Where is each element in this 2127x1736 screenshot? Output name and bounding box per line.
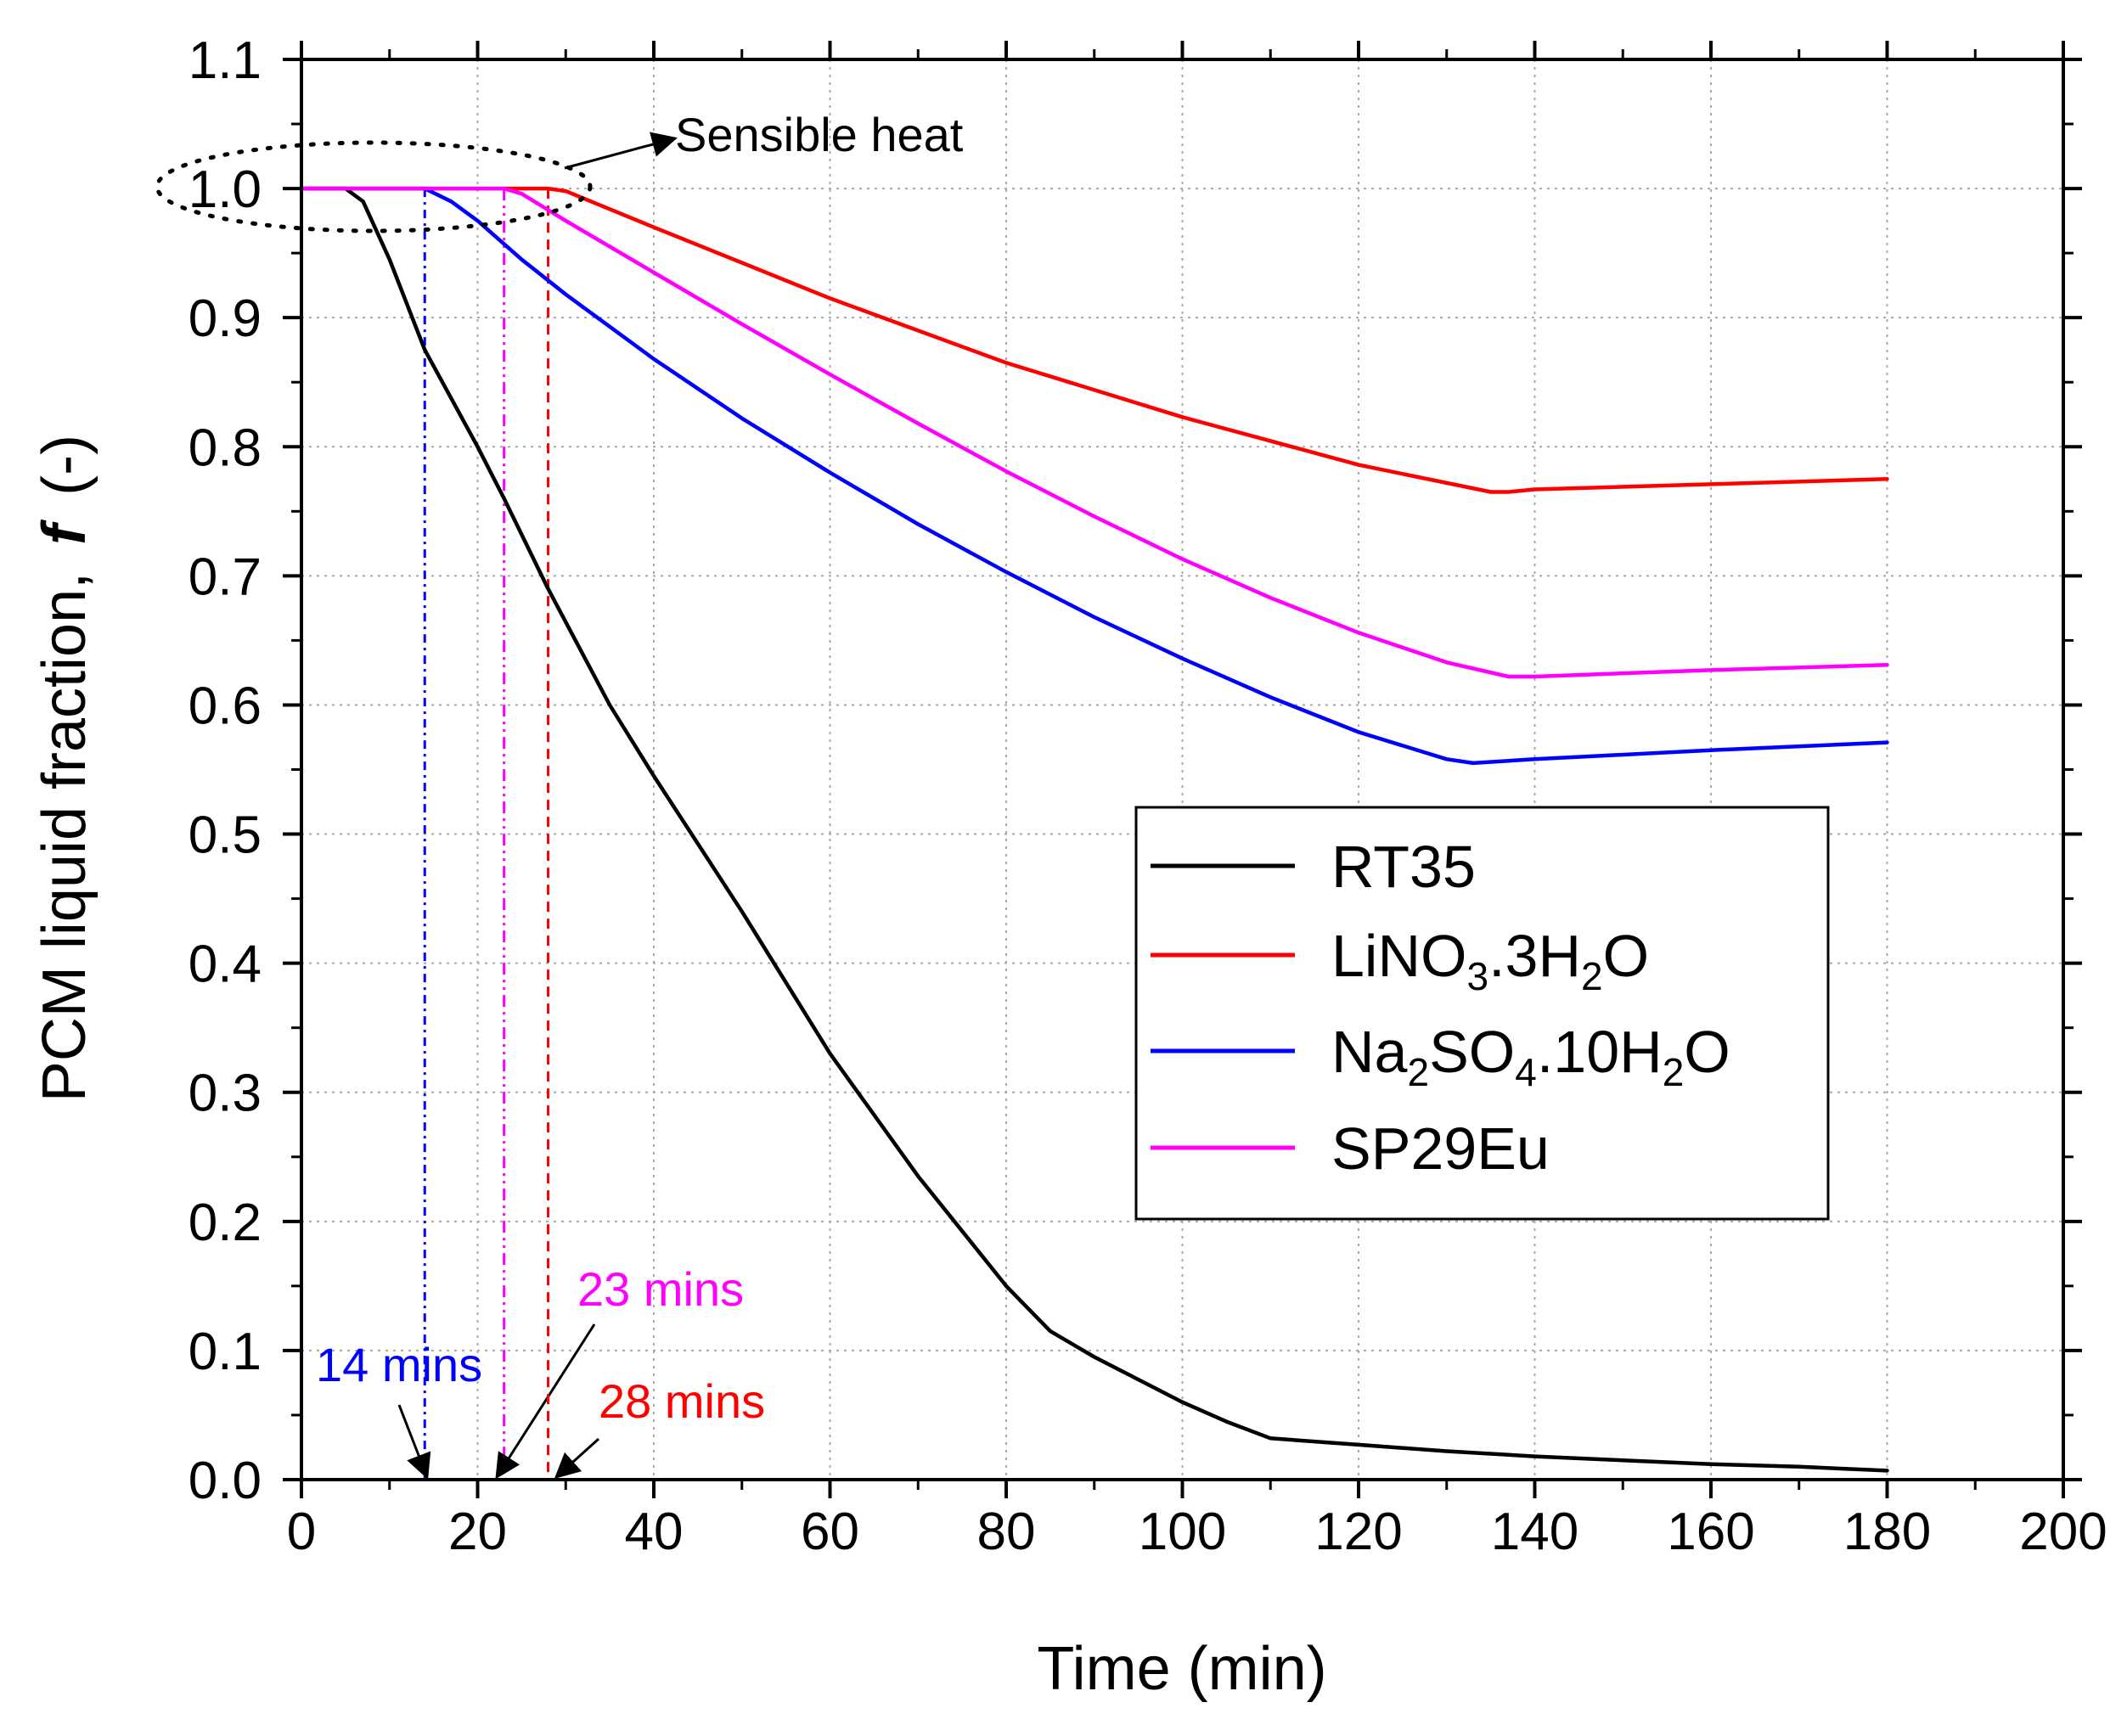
y-tick-label: 0.3 — [189, 1065, 262, 1123]
y-tick-label: 0.9 — [189, 289, 262, 348]
legend-label-part: 2 — [1407, 1050, 1429, 1094]
series-lines — [299, 186, 1889, 1473]
axis-ticks — [283, 41, 2082, 1498]
y-tick-label: 1.1 — [189, 31, 262, 90]
y-axis-title-unit: (-) — [31, 435, 98, 496]
y-axis-title-main: PCM liquid fraction, — [31, 572, 98, 1102]
series-line-Na2SO4.10H2O — [299, 186, 1889, 766]
legend-label-part: Na — [1331, 1019, 1408, 1085]
legend-label-part: .3H — [1488, 923, 1581, 989]
y-tick-label: 0.7 — [189, 548, 262, 606]
y-tick-label: 0.4 — [189, 935, 262, 994]
sensible-heat-ellipse — [155, 140, 593, 233]
y-tick-label: 0.5 — [189, 806, 262, 865]
series-line-SP29Eu — [299, 186, 1889, 679]
legend-label-part: 4 — [1515, 1050, 1537, 1094]
x-tick-label: 120 — [1314, 1503, 1402, 1561]
legend-label: Na2SO4.10H2O — [1331, 1019, 1730, 1094]
y-tick-label: 0.0 — [189, 1452, 262, 1510]
y-tick-label: 0.8 — [189, 419, 262, 477]
x-tick-label: 20 — [448, 1503, 507, 1561]
legend-label-part: O — [1603, 923, 1649, 989]
onset-marker-label: 23 mins — [577, 1262, 744, 1316]
y-tick-label: 1.0 — [189, 160, 262, 219]
legend-label-part: SO — [1429, 1019, 1515, 1085]
y-tick-labels: 0.0 0.1 0.2 0.3 0.4 0.5 0.6 0.7 0.8 0.9 1.0 1.1 — [189, 31, 262, 1510]
x-tick-label: 80 — [977, 1503, 1036, 1561]
legend-label-part: 2 — [1663, 1050, 1685, 1094]
legend-label-part: .10H — [1537, 1019, 1663, 1085]
x-tick-label: 180 — [1843, 1503, 1931, 1561]
legend-label-part: LiNO — [1331, 923, 1466, 989]
y-axis-title-symbol: f — [31, 520, 98, 545]
legend-label: SP29Eu — [1331, 1115, 1550, 1182]
x-tick-label: 140 — [1491, 1503, 1578, 1561]
legend-label-part: 2 — [1581, 954, 1603, 998]
x-tick-label: 100 — [1139, 1503, 1226, 1561]
series-line-RT35 — [299, 186, 1889, 1473]
x-axis-title: Time (min) — [1037, 1635, 1326, 1703]
legend-label-part: SP29Eu — [1331, 1115, 1550, 1182]
x-tick-label: 60 — [801, 1503, 859, 1561]
annotations: Sensible heat — [155, 108, 964, 233]
legend-box — [1134, 806, 1830, 1221]
legend-label-part: RT35 — [1331, 834, 1476, 900]
x-tick-labels: 0 20 40 60 80 100 120 140 160 180 200 — [287, 1503, 2107, 1561]
grid-lines — [301, 59, 2063, 1480]
sensible-heat-label: Sensible heat — [675, 108, 964, 161]
x-tick-label: 160 — [1667, 1503, 1754, 1561]
onset-markers: 14 mins 23 mins 28 mins — [316, 188, 765, 1480]
y-tick-label: 0.2 — [189, 1194, 262, 1252]
x-tick-label: 0 — [287, 1503, 316, 1561]
x-tick-label: 40 — [625, 1503, 684, 1561]
onset-marker-arrow — [495, 1323, 596, 1480]
onset-marker-label: 28 mins — [599, 1374, 765, 1428]
onset-marker-arrow — [554, 1437, 600, 1480]
legend-label: LiNO3.3H2O — [1331, 923, 1649, 998]
y-axis-title: PCM liquid fraction, f (-) — [31, 435, 98, 1102]
legend-label: RT35 — [1331, 834, 1476, 900]
y-tick-label: 0.1 — [189, 1323, 262, 1381]
legend-label-part: O — [1684, 1019, 1730, 1085]
onset-marker-label: 14 mins — [316, 1338, 482, 1391]
onset-marker-arrow — [397, 1404, 431, 1480]
series-line-LiNO3.3H2O — [299, 186, 1889, 494]
legend-label-part: 3 — [1466, 954, 1488, 998]
sensible-heat-arrow — [564, 132, 678, 170]
x-tick-label: 200 — [2019, 1503, 2107, 1561]
y-tick-label: 0.6 — [189, 677, 262, 735]
